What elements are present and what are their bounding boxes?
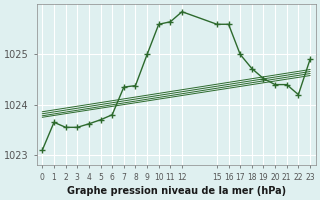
X-axis label: Graphe pression niveau de la mer (hPa): Graphe pression niveau de la mer (hPa) xyxy=(67,186,286,196)
